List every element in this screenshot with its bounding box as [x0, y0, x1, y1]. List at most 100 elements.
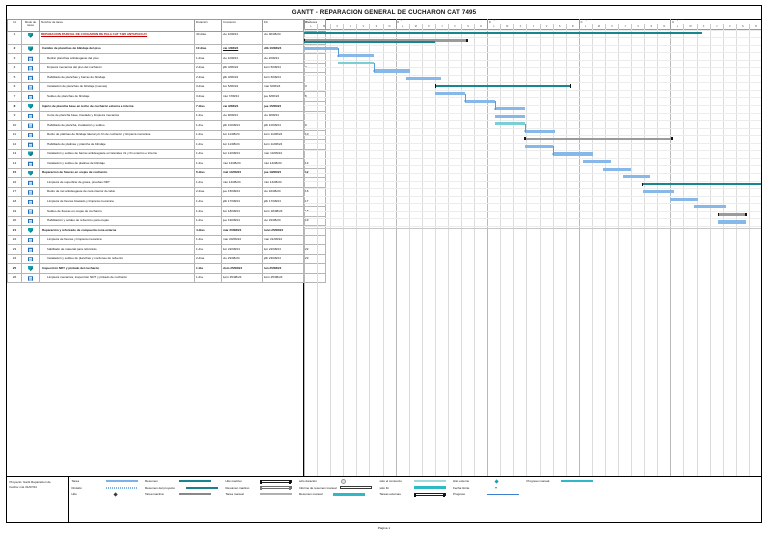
table-row[interactable]: 5 Habilitado de planchas y barras de blin…: [7, 72, 326, 83]
cell-task-mode[interactable]: [21, 225, 40, 236]
cell-finish: dlb 10/08/24: [262, 43, 304, 55]
table-row[interactable]: 22 Limpieza de fisuras y limpieza mecanic…: [7, 234, 326, 246]
cell-task-name: Soldeo de planchas de blindaje: [39, 91, 195, 102]
gantt-task-bar[interactable]: [405, 76, 442, 81]
cell-task-mode[interactable]: [21, 91, 40, 102]
gantt-summary-bar[interactable]: [525, 137, 673, 141]
legend-swatch: [186, 486, 218, 489]
cell-task-mode[interactable]: [21, 43, 40, 55]
cell-task-mode[interactable]: [21, 244, 40, 255]
legend-label: sólo duración: [299, 479, 317, 484]
table-row[interactable]: 25 Inspección NDT y pintado del cucharón 1…: [7, 263, 326, 274]
gantt-summary-bar[interactable]: [435, 84, 571, 88]
cell-task-mode[interactable]: [21, 167, 40, 179]
cell-task-mode[interactable]: [21, 253, 40, 265]
cell-task-mode[interactable]: [21, 129, 40, 141]
gantt-task-bar[interactable]: [465, 99, 496, 103]
cell-duration: 1 día: [194, 120, 222, 131]
cell-task-mode[interactable]: [21, 158, 40, 169]
cell-task-mode[interactable]: [21, 120, 40, 131]
gantt-summary-bar[interactable]: [304, 31, 703, 35]
cell-duration: 1 día: [194, 129, 222, 141]
cell-task-mode[interactable]: [21, 272, 40, 284]
cell-task-mode[interactable]: [21, 177, 40, 188]
gantt-task-bar[interactable]: [304, 46, 338, 50]
cell-finish: lunn 25/08/24: [262, 225, 304, 236]
gantt-task-bar[interactable]: [582, 159, 611, 164]
gantt-task-bar[interactable]: [337, 61, 374, 65]
cell-id: 15: [7, 167, 22, 179]
cell-start: mié 14/08/24: [221, 167, 263, 179]
table-row[interactable]: 13 Instalación y soldeo de barras antides…: [7, 148, 326, 160]
gantt-task-bar[interactable]: [552, 152, 593, 156]
cell-task-mode[interactable]: [21, 186, 40, 198]
table-row[interactable]: 14 Instalación y soldeo de platinas de bl…: [7, 158, 326, 169]
gantt-summary-bar[interactable]: [718, 213, 747, 216]
gantt-task-bar[interactable]: [622, 175, 651, 179]
table-row[interactable]: 24 Instalación y soldeo de planchas y cor…: [7, 253, 326, 265]
cell-task-mode[interactable]: [21, 215, 40, 227]
cell-task-name: Instalación de planchas de blindaje (nue…: [39, 81, 195, 93]
cell-task-mode[interactable]: [21, 234, 40, 246]
cell-task-mode[interactable]: [21, 100, 40, 112]
table-row[interactable]: 2 Cambio de planchas de blindaje del piso…: [7, 43, 326, 55]
cell-task-mode[interactable]: [21, 62, 40, 74]
summary-bar-endcap: [569, 84, 572, 88]
legend-item: Fecha límite: [453, 486, 523, 490]
cell-task-mode[interactable]: [21, 148, 40, 160]
gantt-task-bar[interactable]: [642, 190, 675, 194]
timeline-day-tick: V: [447, 24, 461, 29]
table-row[interactable]: 19 Soldeo de fisuras en orejas de cucharó…: [7, 206, 326, 217]
legend-item: Hito: [72, 492, 142, 497]
table-row[interactable]: 16 Limpieza de superficie de grasa, prueb…: [7, 177, 326, 188]
table-row[interactable]: 7 Soldeo de planchas de blindaje 3 días mié…: [7, 91, 326, 102]
table-row[interactable]: 23 habilitado de material para reforzado 1…: [7, 244, 326, 255]
cell-task-mode[interactable]: [21, 31, 40, 45]
gantt-task-bar[interactable]: [373, 69, 410, 73]
cell-task-mode[interactable]: [21, 72, 40, 83]
gantt-task-bar[interactable]: [670, 197, 699, 201]
table-row[interactable]: 1 REPARACION PARCIAL DE CUCHARON DE PALA …: [7, 31, 326, 45]
table-row[interactable]: 20 Habilitación y soldeo de refuerzos par…: [7, 215, 326, 227]
cell-task-mode[interactable]: [21, 139, 40, 150]
cell-task-mode[interactable]: [21, 263, 40, 274]
table-row[interactable]: 18 Limpieza de fisuras biselado y limpiez…: [7, 196, 326, 207]
gantt-task-bar[interactable]: [718, 220, 747, 224]
summary-bar-endcap: [717, 212, 720, 216]
cell-task-mode[interactable]: [21, 53, 40, 64]
cell-duration: 1 día: [194, 148, 222, 160]
table-row[interactable]: 11 Retiro de platinas de blindaje lateral…: [7, 129, 326, 141]
gantt-task-bar[interactable]: [495, 122, 526, 125]
table-row[interactable]: 12 Habilitado de platinas y plancha de bl…: [7, 139, 326, 150]
table-row[interactable]: 6 Instalación de planchas de blindaje (nu…: [7, 81, 326, 93]
gantt-task-bar[interactable]: [435, 92, 466, 96]
table-row[interactable]: 3 Retirar planchas antidesgaste del piso 1…: [7, 53, 326, 64]
table-row[interactable]: 21 Reparación y reforzado de compuerta zo…: [7, 225, 326, 236]
gantt-task-bar[interactable]: [337, 54, 374, 58]
table-row[interactable]: 17 Retiro de riel antidesgaste de cara in…: [7, 186, 326, 198]
gantt-task-bar[interactable]: [495, 107, 526, 111]
cell-task-mode[interactable]: [21, 110, 40, 122]
cell-id: 24: [7, 253, 22, 265]
gantt-summary-bar[interactable]: [304, 40, 436, 44]
gantt-task-bar[interactable]: [525, 144, 553, 149]
table-row[interactable]: 26 Limpieza mecanica, inspección NDT y pi…: [7, 272, 326, 284]
table-row[interactable]: 10 Habilitado de plancha, instalación y s…: [7, 120, 326, 131]
table-row[interactable]: 8 Injerto de plancha base en techo de cuc…: [7, 100, 326, 112]
gantt-task-bar[interactable]: [694, 205, 727, 209]
cell-task-mode[interactable]: [21, 206, 40, 217]
legend-column: Resumen Resumen del proyecto Tarea inactiv…: [143, 479, 224, 522]
legend-symbol-manual-summary-report: [340, 486, 376, 490]
table-row[interactable]: 9 Corte de plancha base, biselado y limpi…: [7, 110, 326, 122]
cell-task-mode[interactable]: [21, 81, 40, 93]
gantt-task-bar[interactable]: [525, 129, 555, 133]
timeline-day-tick: D: [382, 24, 396, 29]
table-row[interactable]: 4 limpieza mecanica del piso del cucharón…: [7, 62, 326, 74]
cell-task-mode[interactable]: [21, 196, 40, 207]
col-header-mode: Modo de tarea: [21, 18, 40, 33]
table-row[interactable]: 15 Reparacion de fisuras en orejas de cuc…: [7, 167, 326, 179]
gantt-task-bar[interactable]: [602, 167, 631, 171]
gantt-task-bar[interactable]: [495, 114, 526, 118]
cell-id: 11: [7, 129, 22, 141]
gantt-summary-bar[interactable]: [642, 182, 761, 186]
